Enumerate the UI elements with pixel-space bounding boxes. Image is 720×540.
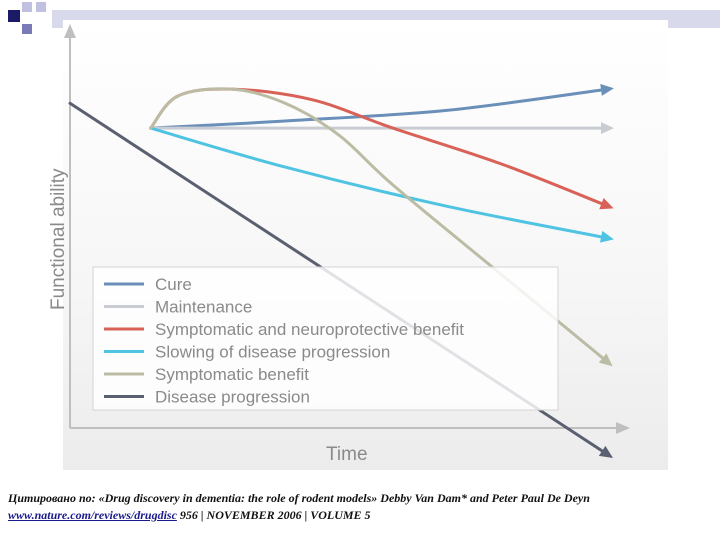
header-square-light <box>36 2 46 12</box>
citation-tail: 956 | NOVEMBER 2006 | VOLUME 5 <box>176 508 371 522</box>
legend-label-symptomatic-and-neuroprotective-benefit: Symptomatic and neuroprotective benefit <box>155 320 464 339</box>
series-arrow-symptomatic-benefit <box>598 353 613 367</box>
header-square-mid <box>22 24 32 34</box>
series-arrow-slowing-of-disease-progression <box>599 230 614 243</box>
header-square-dark <box>8 10 20 22</box>
series-arrow-symptomatic-and-neuroprotective-benefit <box>599 198 614 210</box>
x-axis-arrow <box>616 422 630 434</box>
legend-label-disease-progression: Disease progression <box>155 388 310 407</box>
legend-box <box>92 266 559 411</box>
legend: Cure Maintenance Symptomatic and neuroprot… <box>92 266 559 411</box>
legend-label-maintenance: Maintenance <box>155 298 252 317</box>
series-layer <box>68 84 614 458</box>
citation: Цитировано по: «Drug discovery in dement… <box>8 490 712 524</box>
header-decoration <box>8 2 46 34</box>
x-axis-label: Time <box>326 444 368 465</box>
series-arrow-maintenance <box>601 122 614 135</box>
chart: Functional ability Time Cure Maintenance S… <box>48 20 668 470</box>
header-square-light-2 <box>22 2 32 12</box>
chart-panel: Functional ability Time Cure Maintenance S… <box>8 20 668 470</box>
series-arrow-disease-progression <box>598 445 614 458</box>
y-axis-arrow <box>64 24 76 38</box>
series-line-slowing-of-disease-progression <box>149 126 610 240</box>
legend-label-slowing-of-disease-progression: Slowing of disease progression <box>155 343 390 362</box>
citation-source: Цитировано по: «Drug discovery in dement… <box>8 491 590 505</box>
citation-line-2: www.nature.com/reviews/drugdisc 956 | NO… <box>8 507 712 524</box>
citation-link[interactable]: www.nature.com/reviews/drugdisc <box>8 508 177 522</box>
y-axis-label: Functional ability <box>48 168 69 310</box>
legend-label-symptomatic-benefit: Symptomatic benefit <box>155 365 309 384</box>
series-line-cure <box>149 87 610 130</box>
legend-label-cure: Cure <box>155 275 192 294</box>
series-arrow-cure <box>600 84 614 96</box>
